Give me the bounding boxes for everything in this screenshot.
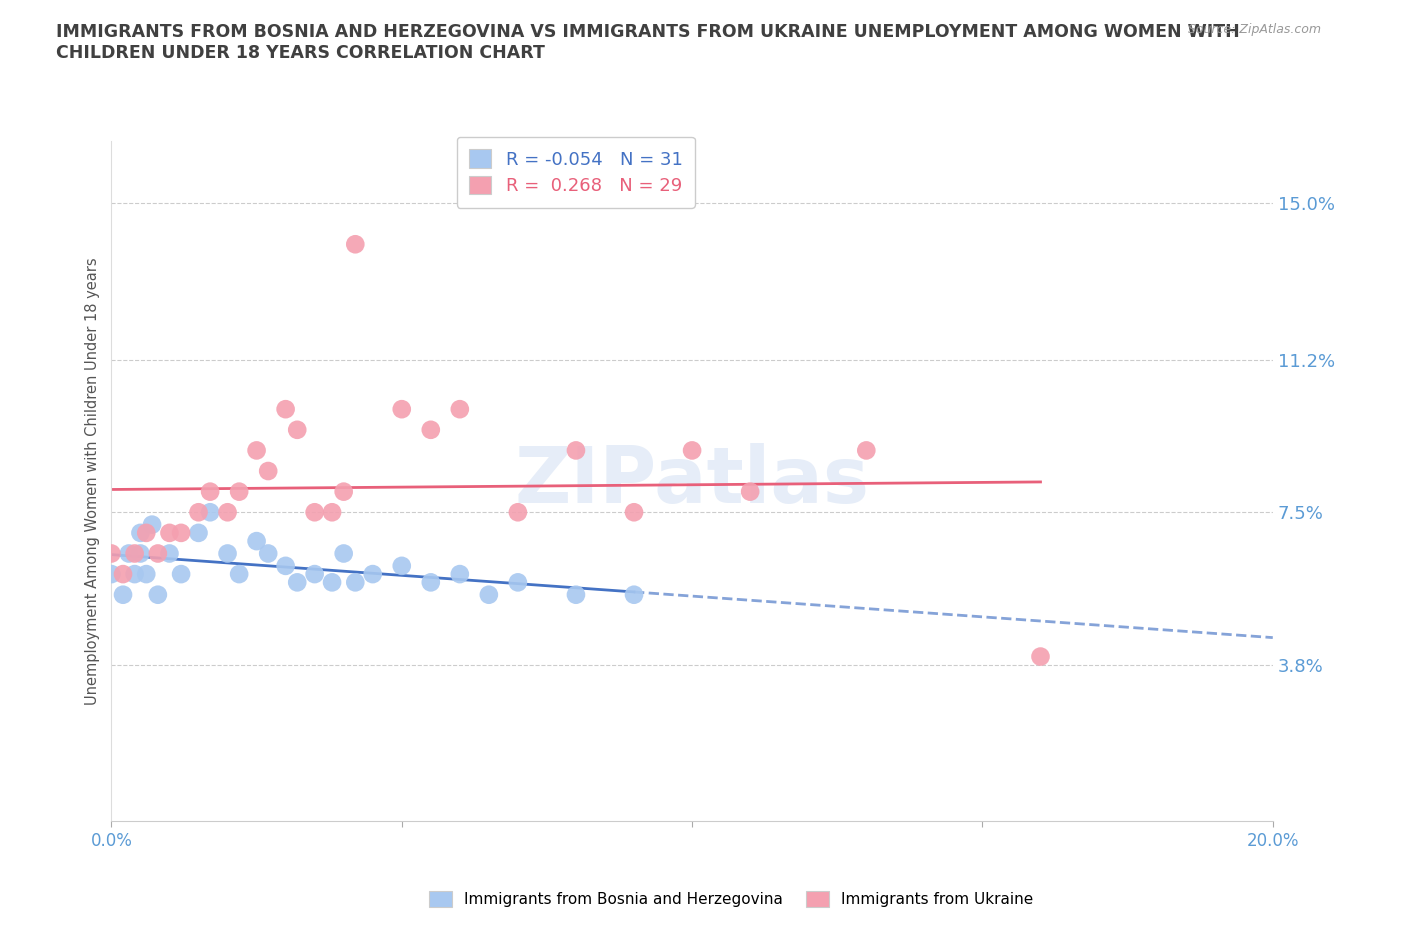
Text: IMMIGRANTS FROM BOSNIA AND HERZEGOVINA VS IMMIGRANTS FROM UKRAINE UNEMPLOYMENT A: IMMIGRANTS FROM BOSNIA AND HERZEGOVINA V…	[56, 23, 1240, 62]
Point	[506, 505, 529, 520]
Point	[332, 546, 354, 561]
Y-axis label: Unemployment Among Women with Children Under 18 years: Unemployment Among Women with Children U…	[86, 258, 100, 705]
Point	[478, 587, 501, 602]
Point	[304, 505, 326, 520]
Point	[285, 422, 308, 437]
Point	[449, 566, 471, 581]
Point	[274, 558, 297, 573]
Point	[285, 575, 308, 590]
Point	[124, 546, 146, 561]
Point	[623, 587, 645, 602]
Point	[159, 525, 181, 540]
Point	[257, 546, 280, 561]
Point	[344, 237, 367, 252]
Point	[228, 485, 250, 499]
Point	[506, 575, 529, 590]
Point	[146, 587, 169, 602]
Point	[245, 443, 267, 458]
Point	[623, 505, 645, 520]
Point	[187, 525, 209, 540]
Point	[855, 443, 877, 458]
Point	[170, 525, 193, 540]
Point	[740, 485, 762, 499]
Point	[198, 485, 221, 499]
Point	[391, 402, 413, 417]
Point	[304, 566, 326, 581]
Point	[257, 463, 280, 478]
Point	[332, 485, 354, 499]
Point	[111, 566, 134, 581]
Point	[217, 505, 239, 520]
Point	[1029, 649, 1052, 664]
Point	[100, 546, 122, 561]
Point	[170, 566, 193, 581]
Point	[198, 505, 221, 520]
Point	[391, 558, 413, 573]
Point	[449, 402, 471, 417]
Point	[245, 534, 267, 549]
Point	[159, 546, 181, 561]
Point	[187, 505, 209, 520]
Point	[361, 566, 384, 581]
Point	[135, 525, 157, 540]
Point	[124, 566, 146, 581]
Point	[141, 517, 163, 532]
Point	[274, 402, 297, 417]
Point	[419, 422, 441, 437]
Point	[321, 575, 343, 590]
Point	[419, 575, 441, 590]
Point	[111, 587, 134, 602]
Text: Source: ZipAtlas.com: Source: ZipAtlas.com	[1188, 23, 1322, 36]
Point	[135, 566, 157, 581]
Legend: R = -0.054   N = 31, R =  0.268   N = 29: R = -0.054 N = 31, R = 0.268 N = 29	[457, 137, 695, 207]
Point	[129, 546, 152, 561]
Point	[344, 575, 367, 590]
Point	[217, 546, 239, 561]
Point	[228, 566, 250, 581]
Point	[100, 566, 122, 581]
Point	[565, 587, 588, 602]
Text: ZIPatlas: ZIPatlas	[515, 444, 869, 519]
Legend: Immigrants from Bosnia and Herzegovina, Immigrants from Ukraine: Immigrants from Bosnia and Herzegovina, …	[423, 884, 1039, 913]
Point	[321, 505, 343, 520]
Point	[129, 525, 152, 540]
Point	[565, 443, 588, 458]
Point	[146, 546, 169, 561]
Point	[681, 443, 703, 458]
Point	[118, 546, 141, 561]
